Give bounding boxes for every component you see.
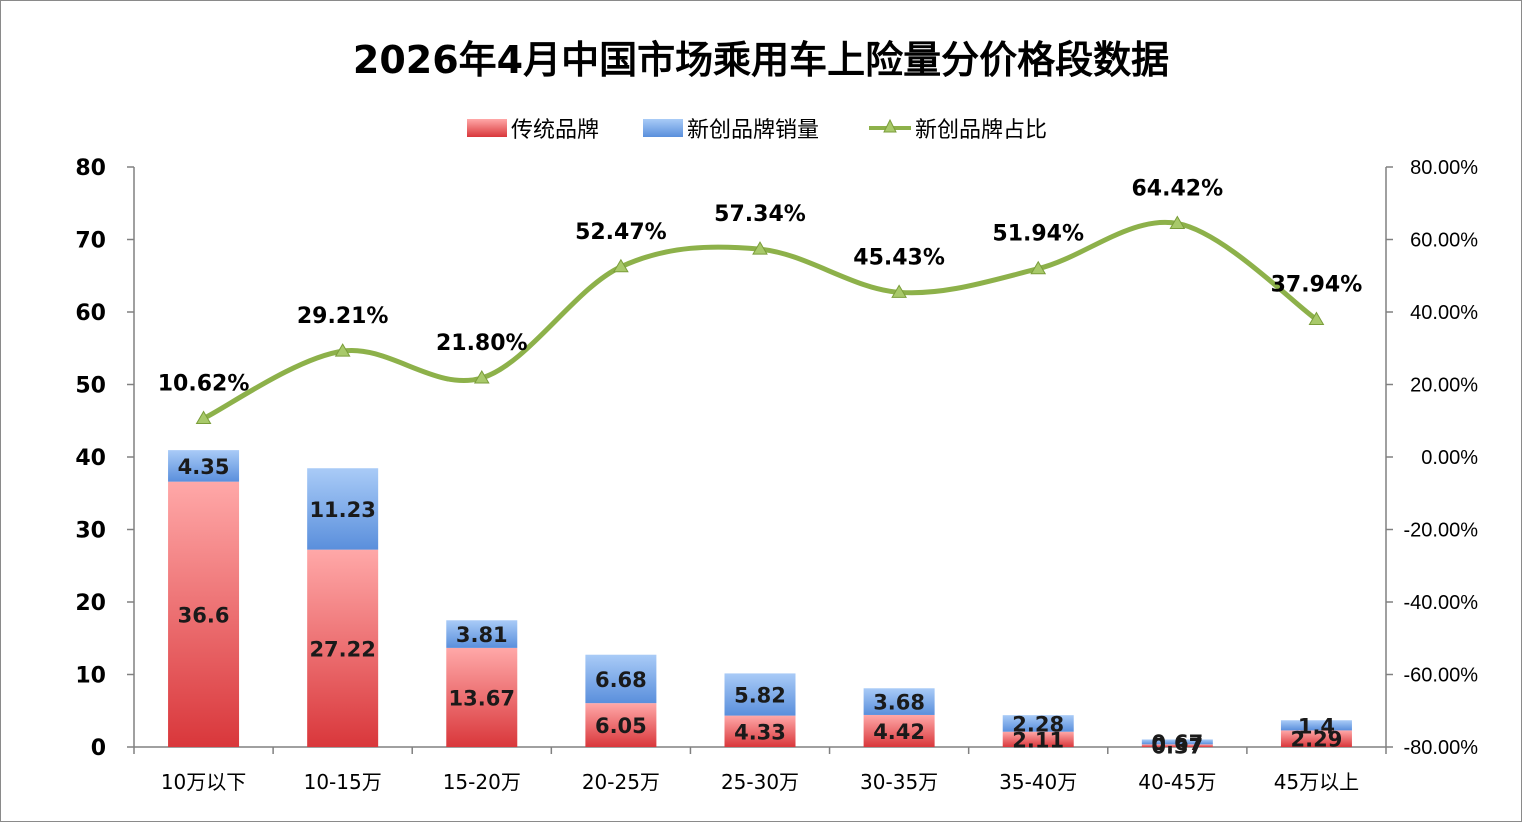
y-tick-label-left: 20: [75, 591, 106, 616]
legend-label-traditional: 传统品牌: [511, 118, 599, 143]
share-point: [613, 258, 629, 273]
y-tick-label-left: 70: [75, 229, 106, 254]
x-tick-label: 35-40万: [999, 770, 1077, 794]
bar-label-new-brand-sales: 3.68: [873, 691, 925, 715]
bar-traditional: [724, 715, 796, 747]
bar-label-new-brand-sales: 11.23: [309, 498, 375, 522]
bar-label-new-brand-sales: 6.68: [595, 668, 647, 692]
bar-label-new-brand-sales: 1.4: [1298, 714, 1335, 738]
share-label: 37.94%: [1271, 272, 1363, 297]
y-tick-label-right: -80.00%: [1404, 737, 1479, 759]
bar-new-brand-sales: [724, 673, 796, 716]
legend-marker-new-brand-share: [883, 118, 897, 133]
share-line: [195, 215, 1325, 425]
bar-label-traditional: 2.29: [1291, 728, 1343, 752]
share-label: 64.42%: [1132, 176, 1224, 201]
x-tick-label: 10万以下: [161, 770, 246, 794]
bar-traditional: [1002, 731, 1074, 747]
share-point: [334, 343, 351, 357]
y-tick-label-right: 0.00%: [1421, 447, 1478, 469]
y-tick-label-right: 20.00%: [1410, 375, 1478, 397]
legend-label-new-brand-sales: 新创品牌销量: [687, 118, 819, 143]
bar-new-brand-sales: [863, 688, 935, 715]
bar-new-brand-sales: [1141, 739, 1213, 745]
share-point: [752, 241, 768, 255]
bar-new-brand-sales: [585, 654, 657, 704]
x-tick-label: 10-15万: [304, 770, 382, 794]
share-point: [1030, 260, 1047, 275]
chart-title: 2026年4月中国市场乘用车上险量分价格段数据: [353, 38, 1169, 82]
y-tick-label-right: -60.00%: [1404, 665, 1479, 687]
share-point: [195, 410, 212, 425]
y-tick-label-left: 40: [75, 446, 106, 471]
share-label: 57.34%: [714, 202, 806, 227]
x-tick-label: 15-20万: [443, 770, 521, 794]
bar-label-traditional: 13.67: [449, 686, 515, 710]
bar-label-traditional: 27.22: [309, 637, 375, 661]
share-label: 45.43%: [853, 245, 945, 270]
bar-traditional: [585, 703, 657, 747]
bars: [168, 450, 1352, 747]
bar-label-new-brand-sales: 5.82: [734, 684, 786, 708]
x-tick-label: 30-35万: [860, 770, 938, 794]
y-tick-label-right: 40.00%: [1410, 302, 1478, 324]
bar-traditional: [446, 647, 518, 747]
bar-label-traditional: 4.33: [734, 720, 786, 744]
bar-label-traditional: 0.37: [1151, 735, 1203, 759]
legend-swatch-new-brand-sales: [643, 119, 683, 137]
bar-traditional: [863, 714, 935, 747]
share-label: 21.80%: [436, 331, 528, 356]
x-tick-label: 45万以上: [1274, 770, 1359, 794]
y-tick-label-left: 30: [75, 519, 106, 544]
y-tick-label-left: 0: [91, 736, 106, 761]
legend-swatch-traditional: [467, 119, 507, 137]
share-label: 52.47%: [575, 220, 667, 245]
y-tick-label-left: 80: [75, 156, 106, 181]
x-ticks: 10万以下 10-15万 15-20万 20-25万 25-30万 30-35万 35-40…: [133, 747, 1387, 794]
y-tick-label-left: 60: [75, 301, 106, 326]
bar-new-brand-sales: [446, 620, 518, 648]
share-point: [891, 284, 907, 298]
share-label: 51.94%: [992, 222, 1084, 247]
share-label: 29.21%: [297, 304, 389, 329]
share-label: 10.62%: [158, 372, 250, 397]
bar-traditional: [1280, 730, 1352, 747]
bar-new-brand-sales: [168, 450, 240, 482]
bar-traditional: [168, 481, 240, 747]
bar-traditional: [1141, 744, 1213, 747]
bar-label-traditional: 2.11: [1012, 728, 1064, 752]
bar-label-new-brand-sales: 3.81: [456, 623, 508, 647]
y-ticks-right: 80.00% 60.00% 40.00% 20.00% 0.00% -20.00% -40.…: [1386, 157, 1478, 759]
share-labels: 10.62% 29.21% 21.80% 52.47% 57.34% 45.43% 51.9…: [158, 176, 1363, 396]
bar-new-brand-sales: [307, 468, 379, 550]
x-tick-label: 40-45万: [1138, 770, 1216, 794]
bar-label-new-brand-sales: 0.67: [1151, 731, 1203, 755]
bar-new-brand-sales: [1280, 720, 1352, 731]
y-tick-label-right: -40.00%: [1404, 592, 1479, 614]
y-ticks-left: 80 70 60 50 40 30 20 10 0: [75, 156, 134, 761]
y-tick-label-right: 80.00%: [1410, 157, 1478, 179]
x-tick-label: 20-25万: [582, 770, 660, 794]
bar-label-new-brand-sales: 2.28: [1012, 712, 1064, 736]
y-tick-label-right: -20.00%: [1404, 520, 1479, 542]
bar-labels: 36.6 4.35 27.22 11.23 13.67 3.81 6.05 6.68 4.33 5…: [178, 455, 1343, 759]
x-tick-label: 25-30万: [721, 770, 799, 794]
bar-label-traditional: 36.6: [178, 603, 230, 627]
bar-traditional: [307, 549, 379, 747]
bar-new-brand-sales: [1002, 715, 1074, 732]
legend-label-new-brand-share: 新创品牌占比: [915, 118, 1047, 143]
legend: 传统品牌 新创品牌销量 新创品牌占比: [467, 118, 1047, 143]
share-point: [473, 369, 490, 384]
y-tick-label-right: 60.00%: [1410, 230, 1478, 252]
bar-label-traditional: 6.05: [595, 714, 647, 738]
bar-label-traditional: 4.42: [873, 720, 925, 744]
y-tick-label-left: 10: [75, 664, 106, 689]
share-point: [1308, 311, 1325, 325]
y-tick-label-left: 50: [75, 374, 106, 399]
bar-label-new-brand-sales: 4.35: [178, 455, 230, 479]
share-point: [1169, 215, 1186, 229]
